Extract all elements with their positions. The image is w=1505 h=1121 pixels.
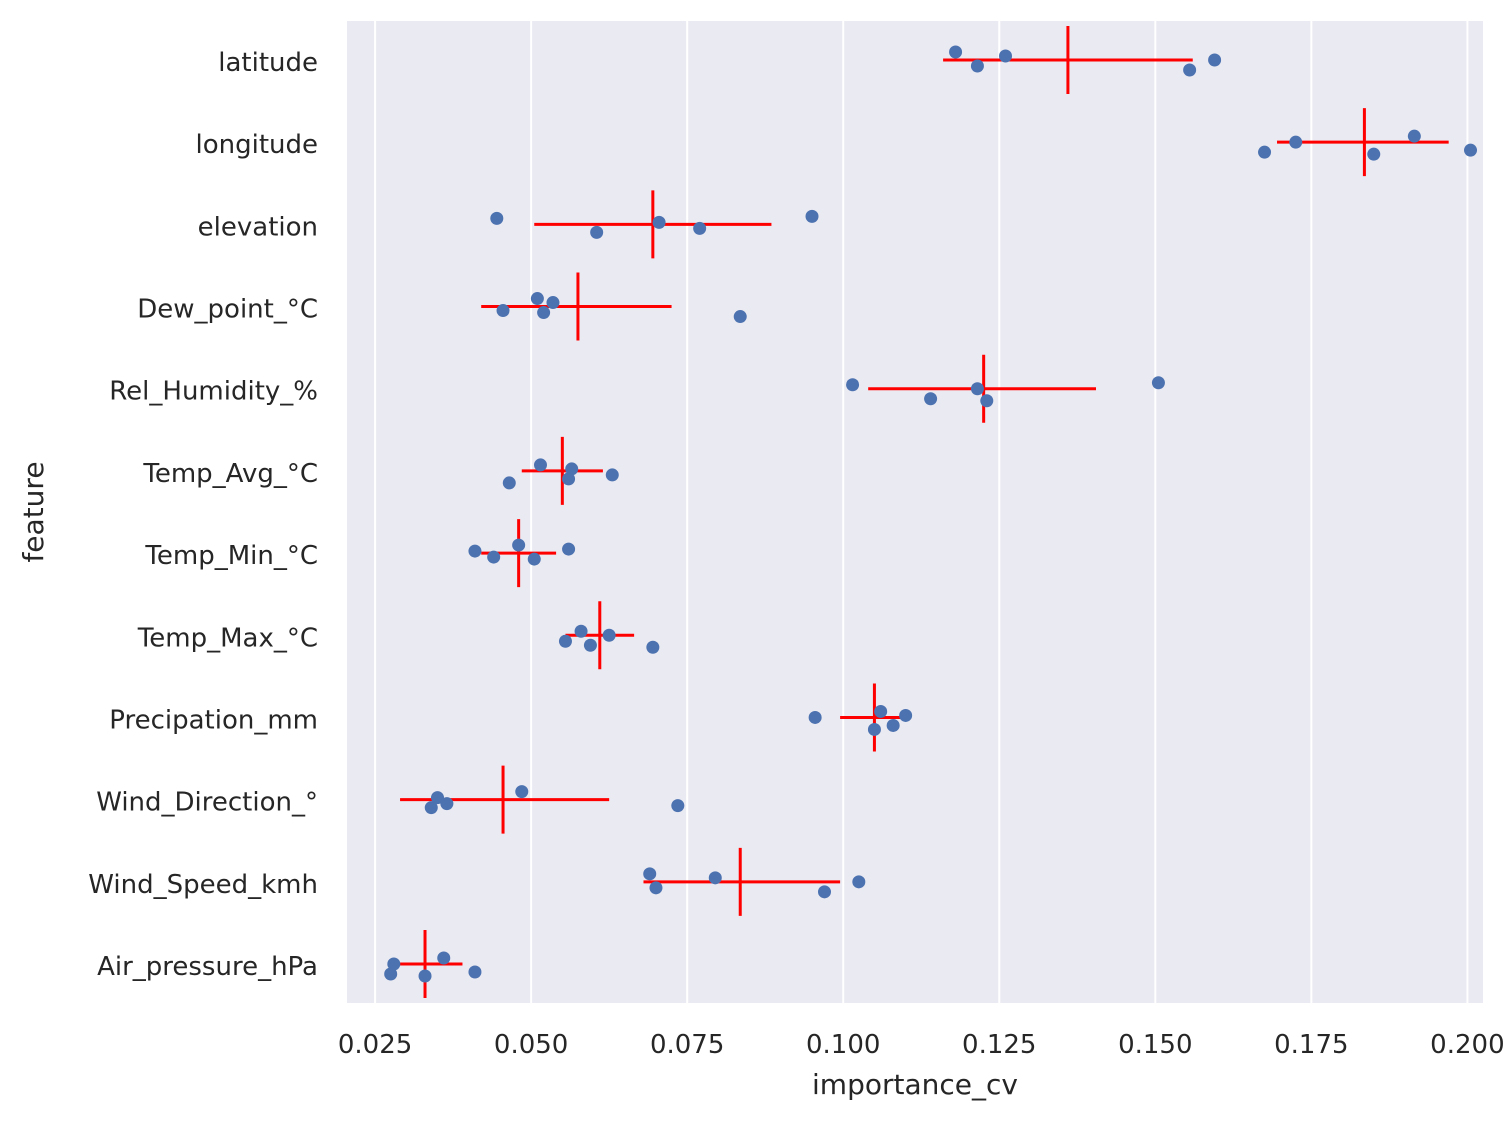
y-tick-label: elevation [198, 212, 318, 242]
x-tick-label: 0.125 [962, 1030, 1036, 1060]
y-tick-labels: latitude longitude elevation Dew_point_°C Re… [88, 48, 318, 982]
data-point [530, 292, 544, 306]
y-tick-label: Rel_Humidity_% [109, 377, 318, 407]
data-point [867, 722, 881, 736]
y-tick-label: Temp_Avg_°C [142, 459, 318, 489]
data-point [970, 59, 984, 73]
data-point [502, 476, 516, 490]
data-point [515, 785, 529, 799]
y-tick-label: Temp_Max_°C [137, 623, 318, 653]
data-point [1367, 147, 1381, 161]
x-tick-label: 0.175 [1274, 1030, 1348, 1060]
data-point [1258, 145, 1272, 159]
data-point [1183, 63, 1197, 77]
grid-lines [374, 21, 1469, 1003]
data-point [558, 634, 572, 648]
plot-background [347, 21, 1483, 1003]
data-point [527, 552, 541, 566]
data-point [431, 791, 445, 805]
x-tick-label: 0.150 [1118, 1030, 1192, 1060]
x-tick-label: 0.025 [338, 1030, 412, 1060]
data-point [808, 710, 822, 724]
x-tick-labels: 0.025 0.050 0.075 0.100 0.125 0.150 0.175 0.200 [338, 1030, 1505, 1060]
data-point [671, 799, 685, 813]
data-point [652, 215, 666, 229]
data-point [999, 49, 1013, 63]
data-point [562, 472, 576, 486]
data-point [1151, 376, 1165, 390]
data-point [874, 704, 888, 718]
data-point [643, 867, 657, 881]
data-point [693, 221, 707, 235]
data-point [546, 296, 560, 310]
data-point [1208, 53, 1222, 67]
data-point [1289, 135, 1303, 149]
data-point [852, 875, 866, 889]
x-tick-label: 0.200 [1430, 1030, 1504, 1060]
data-point [424, 801, 438, 815]
data-point [537, 306, 551, 320]
data-point [562, 542, 576, 556]
data-point [817, 885, 831, 899]
data-point [574, 624, 588, 638]
data-point [387, 957, 401, 971]
x-tick-label: 0.100 [806, 1030, 880, 1060]
y-tick-label: Wind_Direction_° [96, 788, 318, 818]
data-point [583, 638, 597, 652]
y-tick-label: Precipation_mm [109, 705, 318, 735]
data-point [924, 392, 938, 406]
data-point [1407, 129, 1421, 143]
data-point [384, 967, 398, 981]
x-tick-label: 0.075 [650, 1030, 724, 1060]
data-point [886, 718, 900, 732]
y-tick-label: latitude [218, 48, 318, 78]
y-tick-label: Dew_point_°C [137, 295, 318, 325]
data-point [846, 378, 860, 392]
data-point [440, 797, 454, 811]
data-point [418, 969, 432, 983]
data-point [512, 538, 526, 552]
x-tick-label: 0.050 [494, 1030, 568, 1060]
data-point [970, 382, 984, 396]
y-axis-label: feature [17, 461, 50, 562]
data-point [1464, 143, 1478, 157]
data-point [708, 871, 722, 885]
data-point [602, 628, 616, 642]
y-tick-label: Wind_Speed_kmh [88, 870, 318, 900]
y-tick-label: longitude [195, 130, 318, 160]
data-point [496, 304, 510, 318]
data-point [646, 640, 660, 654]
data-point [533, 458, 547, 472]
y-tick-label: Air_pressure_hPa [97, 952, 318, 982]
data-point [980, 394, 994, 408]
data-point [590, 225, 604, 239]
data-point [605, 468, 619, 482]
data-point [733, 310, 747, 324]
data-point [949, 45, 963, 59]
data-point [468, 965, 482, 979]
data-point [649, 881, 663, 895]
data-point [565, 462, 579, 476]
data-point [899, 708, 913, 722]
data-point [805, 209, 819, 223]
data-point [490, 211, 504, 225]
y-tick-label: Temp_Min_°C [144, 541, 318, 571]
data-point [468, 544, 482, 558]
data-point [437, 951, 451, 965]
x-axis-label: importance_cv [812, 1068, 1018, 1101]
data-point [487, 550, 501, 564]
data-points [384, 45, 1478, 983]
